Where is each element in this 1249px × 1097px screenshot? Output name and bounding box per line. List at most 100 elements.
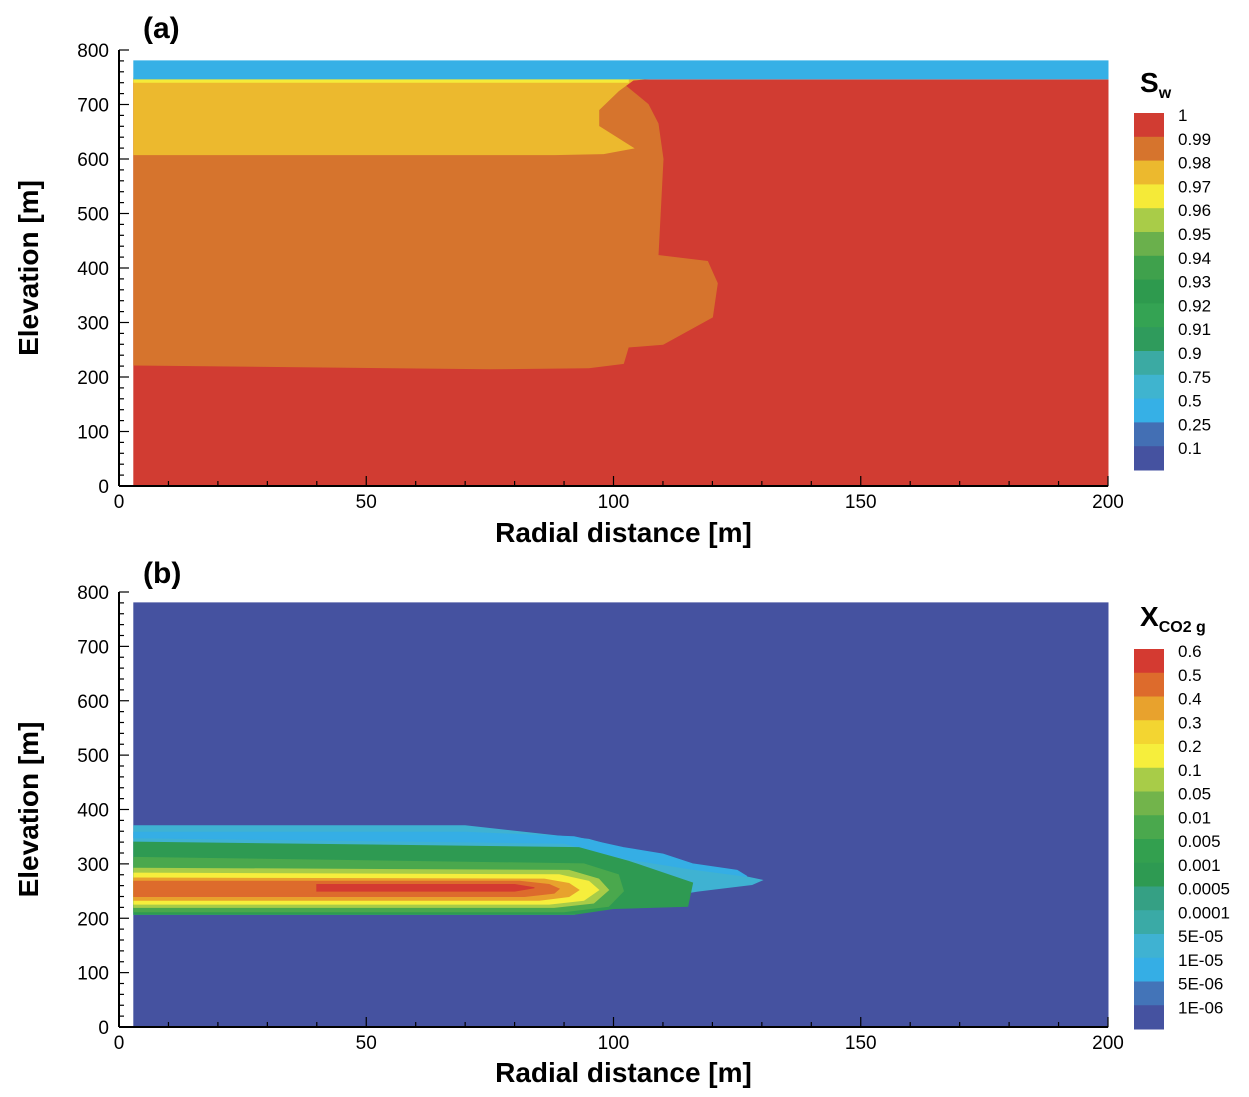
y-axis-title: Elevation [m] [13, 180, 44, 356]
x-tick-label: 150 [845, 492, 877, 513]
legend-label: 0.96 [1178, 201, 1211, 220]
legend-label: 0.91 [1178, 320, 1211, 339]
legend-subscript: w [1158, 85, 1172, 102]
x-tick-label: 50 [356, 1033, 377, 1054]
legend-swatch [1134, 446, 1164, 471]
y-tick-label: 600 [77, 692, 109, 713]
legend-label: 0.75 [1178, 368, 1211, 387]
legend-label: 0.6 [1178, 642, 1202, 661]
legend: XCO2 g 0.6 0.5 0.4 0.3 0.2 0.1 0.05 0.01 0.005 0.0… [1134, 601, 1230, 1030]
y-axis-title: Elevation [m] [13, 722, 44, 898]
legend-label: 0.2 [1178, 737, 1202, 756]
chart-panel-b: 0 50 100 150 200 0 100 200 300 400 500 600 700 800 Rad… [13, 557, 1230, 1088]
legend-swatch [1134, 255, 1164, 281]
legend-swatch [1134, 886, 1164, 911]
legend-swatch [1134, 1005, 1164, 1030]
legend-swatch [1134, 981, 1164, 1006]
y-tick-label: 800 [77, 41, 109, 62]
legend-swatch [1134, 957, 1164, 982]
legend-swatch [1134, 232, 1164, 257]
y-tick-label: 100 [77, 423, 109, 444]
legend-label: 5E-05 [1178, 927, 1223, 946]
contour-region-background [133, 602, 1109, 1028]
y-tick-label: 0 [98, 477, 109, 498]
legend-subscript: CO2 g [1159, 619, 1206, 636]
legend-swatch [1134, 184, 1164, 209]
x-tick-label: 150 [845, 1033, 877, 1054]
x-axis-title: Radial distance [m] [495, 1057, 752, 1088]
y-tick-label: 0 [98, 1018, 109, 1039]
legend-label: 0.005 [1178, 832, 1221, 851]
legend-label: 0.001 [1178, 856, 1221, 875]
legend-swatch [1134, 208, 1164, 233]
legend-swatch [1134, 113, 1164, 138]
x-tick-label: 200 [1092, 1033, 1124, 1054]
legend-label: 0.5 [1178, 666, 1202, 685]
legend-label: 0.4 [1178, 690, 1202, 709]
legend-swatch [1134, 934, 1164, 959]
legend-label: 0.99 [1178, 130, 1211, 149]
legend-label: 0.25 [1178, 415, 1211, 434]
y-tick-label: 500 [77, 746, 109, 767]
legend-label: 0.94 [1178, 249, 1211, 268]
x-tick-label: 0 [114, 1033, 125, 1054]
legend-title: Sw [1140, 67, 1172, 102]
legend-swatch [1134, 327, 1164, 352]
x-tick-label: 0 [114, 492, 125, 513]
legend-label: 0.01 [1178, 808, 1211, 827]
legend-swatch [1134, 422, 1164, 447]
legend-label: 0.1 [1178, 439, 1202, 458]
chart-panel-a: 0 50 100 150 200 0 100 200 300 400 500 600 700 800 Rad… [13, 12, 1211, 548]
y-tick-label: 300 [77, 855, 109, 876]
legend-swatch [1134, 720, 1164, 745]
legend-label: 0.92 [1178, 296, 1211, 315]
legend-swatch [1134, 136, 1164, 162]
contour-region-plume-0.6 [316, 884, 535, 892]
x-tick-label: 50 [356, 492, 377, 513]
y-tick-label: 100 [77, 964, 109, 985]
legend-swatch [1134, 398, 1164, 423]
legend-label: 0.0001 [1178, 903, 1230, 922]
legend-label: 5E-06 [1178, 975, 1223, 994]
y-tick-label: 600 [77, 150, 109, 171]
legend-label: 1E-05 [1178, 951, 1223, 970]
legend-swatch [1134, 744, 1164, 769]
x-tick-label: 100 [598, 1033, 630, 1054]
legend-label: 0.97 [1178, 177, 1211, 196]
legend-swatch [1134, 696, 1164, 721]
legend-label: 0.9 [1178, 344, 1202, 363]
y-tick-label: 500 [77, 205, 109, 226]
legend-label: 0.98 [1178, 154, 1211, 173]
legend-label: 1 [1178, 106, 1187, 125]
x-axis-title: Radial distance [m] [495, 517, 752, 548]
contour-region-band-0.97-upper [133, 77, 654, 156]
y-tick-label: 400 [77, 259, 109, 280]
panel-label: (a) [143, 12, 180, 45]
legend-label: 0.93 [1178, 273, 1211, 292]
legend-title: XCO2 g [1140, 601, 1206, 636]
legend: Sw 1 0.99 0.98 0.97 0.96 0.95 0.94 0.93 0.92 0.91 0… [1134, 67, 1211, 471]
contour-region-plume-1E-05 [133, 831, 748, 877]
legend-label: 1E-06 [1178, 998, 1223, 1017]
y-tick-label: 800 [77, 583, 109, 604]
legend-swatch [1134, 672, 1164, 697]
legend-swatch [1134, 791, 1164, 816]
y-tick-label: 200 [77, 909, 109, 930]
x-tick-label: 100 [598, 492, 630, 513]
legend-swatch [1134, 351, 1164, 376]
contour-region-top-layer-0.5 [133, 60, 1109, 80]
legend-swatch [1134, 815, 1164, 840]
y-tick-label: 700 [77, 96, 109, 117]
y-tick-label: 300 [77, 314, 109, 335]
legend-swatch [1134, 303, 1164, 328]
x-tick-label: 200 [1092, 492, 1124, 513]
y-tick-label: 700 [77, 637, 109, 658]
legend-label: 0.5 [1178, 392, 1202, 411]
legend-label: 0.95 [1178, 225, 1211, 244]
y-tick-label: 400 [77, 801, 109, 822]
legend-label: 0.05 [1178, 785, 1211, 804]
legend-swatch [1134, 374, 1164, 400]
panel-label: (b) [143, 557, 181, 590]
